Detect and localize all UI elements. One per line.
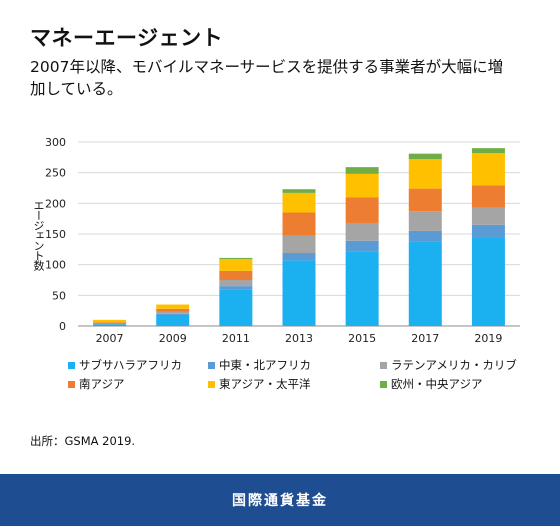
x-tick-label: 2015 [348, 332, 376, 345]
legend-item: 中東・北アフリカ [208, 357, 311, 373]
y-tick-label: 0 [59, 320, 66, 333]
bar-segment [156, 311, 190, 314]
y-tick-label: 150 [45, 228, 66, 241]
source-note: 出所：GSMA 2019. [30, 434, 136, 448]
bar-segment [471, 185, 505, 208]
bar-segment [408, 153, 442, 160]
bar-segment [345, 197, 379, 223]
legend-item: 南アジア [68, 376, 125, 392]
y-tick-label: 300 [45, 136, 66, 149]
bar-segment [219, 270, 253, 280]
bar-segment [156, 313, 190, 315]
bar-segment [219, 289, 253, 326]
x-tick-label: 2013 [285, 332, 313, 345]
bar-segment [282, 189, 316, 193]
x-tick-label: 2007 [96, 332, 124, 345]
x-tick-labels: 2007 2009 2011 2013 2015 2017 2019 [96, 332, 503, 345]
legend-swatch [208, 361, 215, 369]
legend-swatch [380, 380, 387, 388]
y-tick-label: 200 [45, 197, 66, 210]
bar-segment [219, 286, 253, 290]
bar-segment [345, 240, 379, 252]
x-tick-label: 2011 [222, 332, 250, 345]
bar-segment [156, 314, 190, 326]
y-tick-labels: 0 50 100 150 200 250 300 [45, 136, 66, 333]
bar-segment [93, 319, 127, 323]
bar-segment [471, 237, 505, 326]
page-subtitle: 2007年以降、モバイルマネーサービスを提供する事業者が大幅に増加している。 [30, 58, 504, 98]
legend-swatch [208, 380, 215, 388]
legend-label: 東アジア・太平洋 [219, 377, 311, 391]
bar-segment [282, 235, 316, 254]
bar-segment [345, 167, 379, 174]
bar-segment [93, 322, 127, 324]
bar-segment [219, 280, 253, 287]
bar-segment [282, 212, 316, 236]
bar-segment [156, 308, 190, 312]
legend-label: 中東・北アフリカ [219, 358, 311, 372]
bar-segment [93, 323, 127, 325]
bar-segment [408, 241, 442, 326]
legend-item: ラテンアメリカ・カリブ [380, 357, 517, 373]
bars [93, 148, 505, 326]
bar-segment [93, 324, 127, 326]
bar-segment [408, 230, 442, 242]
bar-segment [282, 260, 316, 326]
bar-segment [219, 259, 253, 271]
bar-segment [282, 253, 316, 261]
bar-segment [408, 188, 442, 212]
bar-segment [471, 224, 505, 238]
bar-segment [345, 251, 379, 326]
legend-item: 東アジア・太平洋 [208, 376, 311, 392]
bar-segment [345, 222, 379, 241]
x-tick-label: 2009 [159, 332, 187, 345]
bar-segment [471, 153, 505, 186]
legend-label: サブサハラアフリカ [79, 358, 183, 372]
y-tick-label: 50 [52, 289, 66, 302]
legend-item: 欧州・中央アジア [380, 376, 483, 392]
footer-banner: 国際通貨基金 [0, 474, 560, 526]
y-axis-label: エージェント数 [32, 200, 45, 270]
bar-segment [471, 207, 505, 225]
x-tick-label: 2019 [474, 332, 502, 345]
legend-swatch [68, 380, 75, 388]
bar-segment [282, 192, 316, 213]
legend-swatch [68, 361, 75, 369]
legend-swatch [380, 361, 387, 369]
bar-segment [156, 304, 190, 309]
bar-segment [408, 159, 442, 189]
y-tick-label: 250 [45, 167, 66, 180]
bar-segment [408, 211, 442, 231]
page-title: マネーエージェント [30, 26, 224, 50]
bar-segment [471, 148, 505, 154]
x-tick-label: 2017 [411, 332, 439, 345]
legend-item: サブサハラアフリカ [68, 357, 182, 373]
bar-segment [219, 257, 253, 260]
bar-segment [345, 173, 379, 198]
legend-label: 欧州・中央アジア [391, 377, 483, 391]
legend-label: ラテンアメリカ・カリブ [391, 358, 517, 372]
y-tick-label: 100 [45, 259, 66, 272]
legend-label: 南アジア [79, 377, 125, 391]
